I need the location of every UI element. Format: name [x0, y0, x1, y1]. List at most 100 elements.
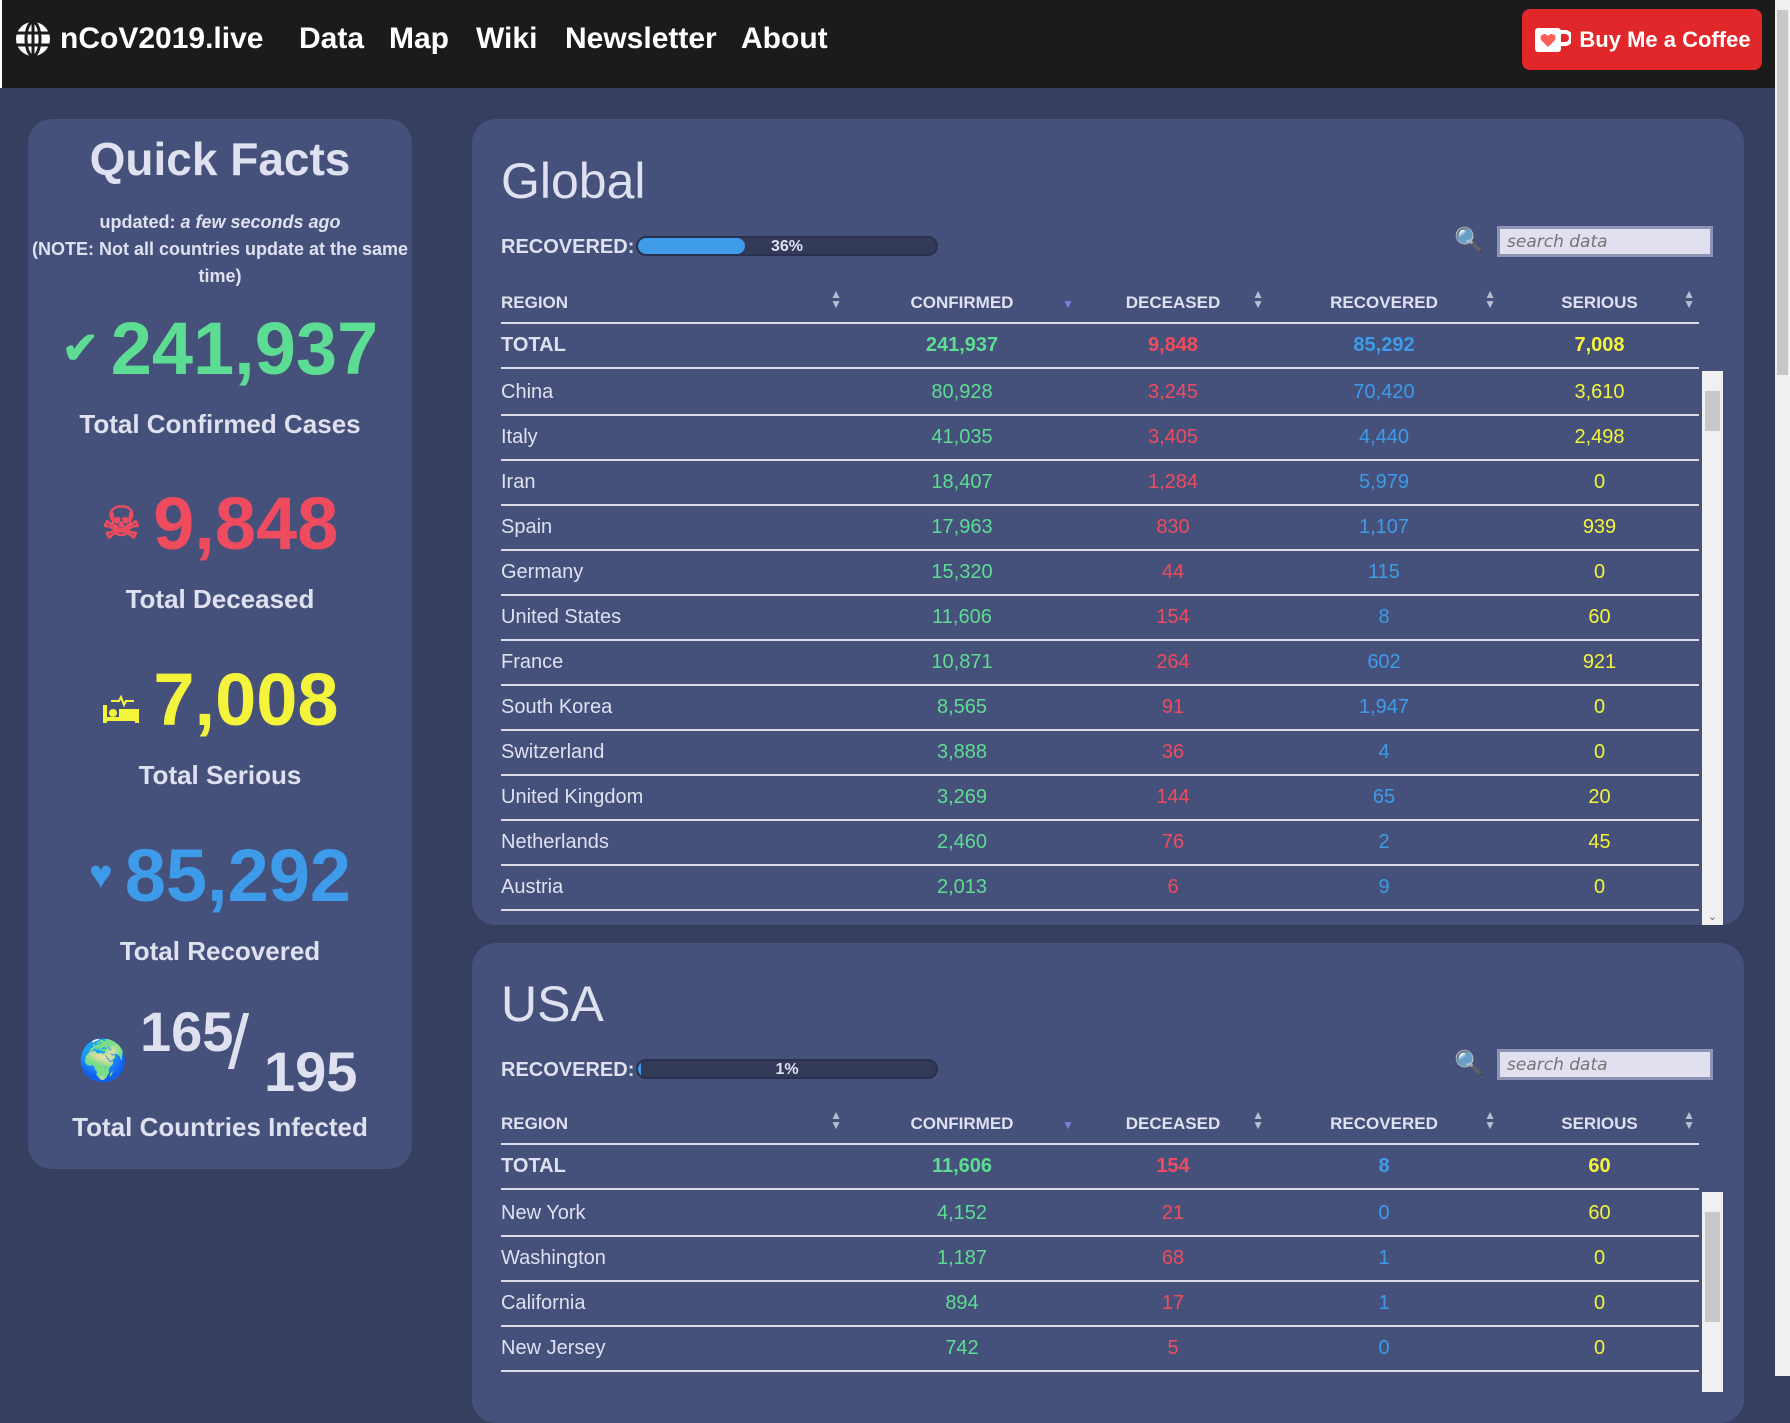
table-row[interactable]: China 80,928 3,245 70,420 3,610: [501, 371, 1699, 416]
sort-icon[interactable]: ▲ ▼: [1683, 1108, 1695, 1132]
column-header-label: SERIOUS: [1561, 293, 1638, 312]
cell-region: Italy: [501, 426, 538, 448]
cell-confirmed: 241,937: [925, 334, 999, 356]
column-header-serious[interactable]: SERIOUS ▲ ▼: [1500, 288, 1699, 313]
page-scrollbar[interactable]: [1775, 0, 1790, 1376]
cell-confirmed: 3,888: [936, 741, 988, 763]
cell-serious: 0: [1593, 876, 1606, 898]
column-header-deceased[interactable]: DECEASED ▲ ▼: [1078, 1109, 1268, 1134]
global-search-input[interactable]: [1497, 226, 1713, 257]
nav-about[interactable]: About: [741, 22, 828, 55]
table-row[interactable]: Germany 15,320 44 115 0: [501, 551, 1699, 596]
usa-table-scrollbar[interactable]: [1702, 1192, 1723, 1392]
global-table-scrollbar[interactable]: ⌄: [1702, 371, 1723, 925]
coffee-cup-icon: [1535, 27, 1572, 52]
sort-icon[interactable]: ▲ ▼: [830, 287, 842, 311]
usa-table-body: New York 4,152 21 0 60 Washington 1,187 68 1 0 Cal…: [501, 1192, 1723, 1392]
global-panel: Global RECOVERED: 36% 🔍 REGION▲▼CONFIRME…: [472, 119, 1744, 925]
column-header-confirmed[interactable]: CONFIRMED ▼: [846, 293, 1078, 313]
nav-data[interactable]: Data: [299, 22, 365, 55]
quick-facts-panel: Quick Facts updated: a few seconds ago (…: [28, 119, 412, 1169]
cell-region: United Kingdom: [501, 786, 644, 808]
deceased-stat: ☠ 9,848: [28, 481, 412, 566]
column-header-recovered[interactable]: RECOVERED ▲ ▼: [1268, 288, 1500, 313]
sort-icon[interactable]: ▲ ▼: [1252, 1108, 1264, 1132]
sort-icon[interactable]: ▲ ▼: [1484, 1108, 1496, 1132]
table-row[interactable]: South Korea 8,565 91 1,947 0: [501, 686, 1699, 731]
table-row[interactable]: Spain 17,963 830 1,107 939: [501, 506, 1699, 551]
column-header-deceased[interactable]: DECEASED ▲ ▼: [1078, 288, 1268, 313]
usa-recovered-percent: 1%: [775, 1061, 799, 1078]
table-row[interactable]: Italy 41,035 3,405 4,440 2,498: [501, 416, 1699, 461]
hospital-bed-icon: [101, 657, 141, 742]
brand-link[interactable]: nCoV2019.live: [14, 20, 263, 58]
cell-confirmed: 11,606: [932, 606, 992, 628]
cell-confirmed: 41,035: [931, 426, 993, 448]
cell-recovered: 8: [1378, 606, 1390, 628]
fraction-slash: /: [228, 1000, 250, 1085]
total-row[interactable]: TOTAL 11,606 154 8 60: [501, 1145, 1699, 1190]
sort-desc-icon[interactable]: ▼: [1062, 297, 1074, 311]
countries-total-value: 195: [264, 1040, 358, 1103]
cell-serious: 60: [1588, 606, 1611, 628]
updated-text: updated: a few seconds ago: [28, 212, 412, 233]
table-row[interactable]: France 10,871 264 602 921: [501, 641, 1699, 686]
sort-desc-icon[interactable]: ▼: [1062, 1118, 1074, 1132]
nav-map[interactable]: Map: [389, 22, 449, 55]
table-row[interactable]: New Jersey 742 5 0 0: [501, 1327, 1699, 1372]
sort-icon[interactable]: ▲ ▼: [1683, 287, 1695, 311]
sort-icon[interactable]: ▲ ▼: [830, 1108, 842, 1132]
column-header-serious[interactable]: SERIOUS ▲ ▼: [1500, 1109, 1699, 1134]
usa-total-row: TOTAL 11,606 154 8 60: [501, 1145, 1699, 1190]
usa-search-input[interactable]: [1497, 1049, 1713, 1080]
buy-me-a-coffee-button[interactable]: Buy Me a Coffee: [1522, 9, 1762, 70]
serious-label: Total Serious: [138, 760, 302, 790]
cell-confirmed: 1,187: [936, 1247, 988, 1269]
search-icon: 🔍: [1454, 1050, 1484, 1077]
column-header-recovered[interactable]: RECOVERED ▲ ▼: [1268, 1109, 1500, 1134]
table-row[interactable]: Austria 2,013 6 9 0: [501, 866, 1699, 911]
skull-crossbones-icon: ☠: [101, 499, 142, 548]
cell-region: New York: [501, 1202, 586, 1224]
column-header-confirmed[interactable]: CONFIRMED ▼: [846, 1114, 1078, 1134]
cell-serious: 0: [1593, 696, 1606, 718]
sort-icon[interactable]: ▲ ▼: [1484, 287, 1496, 311]
cell-serious: 0: [1593, 471, 1606, 493]
table-row[interactable]: New York 4,152 21 0 60: [501, 1192, 1699, 1237]
table-row[interactable]: Iran 18,407 1,284 5,979 0: [501, 461, 1699, 506]
cell-confirmed: 80,928: [931, 381, 993, 403]
nav-newsletter[interactable]: Newsletter: [565, 22, 717, 55]
column-header-label: DECEASED: [1125, 293, 1221, 312]
search-icon: 🔍: [1454, 227, 1484, 254]
table-row[interactable]: United States 11,606 154 8 60: [501, 596, 1699, 641]
sort-icon[interactable]: ▲ ▼: [1252, 287, 1264, 311]
cell-region: California: [501, 1292, 586, 1314]
cell-deceased: 5: [1167, 1337, 1179, 1359]
nav-wiki[interactable]: Wiki: [476, 22, 538, 55]
table-row[interactable]: Netherlands 2,460 76 2 45: [501, 821, 1699, 866]
total-row[interactable]: TOTAL 241,937 9,848 85,292 7,008: [501, 324, 1699, 369]
table-row[interactable]: Washington 1,187 68 1 0: [501, 1237, 1699, 1282]
table-row[interactable]: United Kingdom 3,269 144 65 20: [501, 776, 1699, 821]
updated-label: updated:: [99, 212, 176, 232]
cell-region: France: [501, 651, 564, 673]
serious-value: 7,008: [153, 658, 339, 741]
column-header-label: REGION: [501, 293, 569, 312]
column-header-label: CONFIRMED: [910, 1114, 1014, 1133]
scroll-down-icon[interactable]: ⌄: [1707, 911, 1718, 923]
cell-region: Iran: [501, 471, 536, 493]
column-header-label: CONFIRMED: [910, 293, 1014, 312]
cell-serious: 45: [1588, 831, 1611, 853]
global-table-header: REGION ▲ ▼ CONFIRMED ▼ DECEASED ▲ ▼ RECOVERED ▲ ▼ S…: [501, 284, 1699, 324]
cell-recovered: 1,947: [1358, 696, 1410, 718]
column-header-region[interactable]: REGION ▲ ▼: [501, 288, 846, 313]
cell-recovered: 0: [1378, 1202, 1390, 1224]
countries-infected-value: 165: [140, 1000, 234, 1063]
table-row[interactable]: California 894 17 1 0: [501, 1282, 1699, 1327]
table-row[interactable]: Switzerland 3,888 36 4 0: [501, 731, 1699, 776]
cell-deceased: 21: [1161, 1202, 1185, 1224]
cell-confirmed: 10,871: [931, 651, 993, 673]
column-header-region[interactable]: REGION ▲ ▼: [501, 1109, 846, 1134]
cell-serious: 0: [1593, 1247, 1606, 1269]
cell-recovered: 4: [1378, 741, 1390, 763]
